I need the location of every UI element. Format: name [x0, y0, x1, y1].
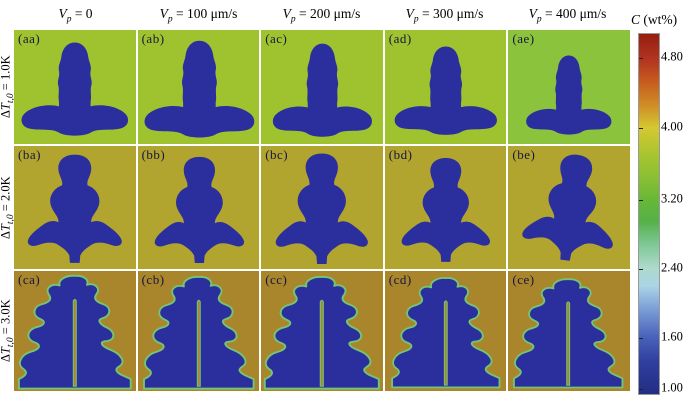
- row-label-1k-wrap: ΔTt,0 = 1.0K: [0, 30, 16, 144]
- panel-label-ba: (ba): [18, 147, 41, 162]
- dendrite-shape-ae: [526, 55, 612, 135]
- panel-label-bd: (bd): [388, 147, 413, 162]
- colorbar-tick: [639, 127, 643, 129]
- dendrite-shape-ce: [513, 278, 624, 389]
- panel-label-cd: (cd): [388, 272, 412, 287]
- column-header-vp400: Vp = 400 μm/s: [528, 6, 607, 25]
- panel-bb: (bb): [137, 146, 260, 269]
- panel-ac: (ac): [261, 30, 383, 144]
- panel-ce: (ce): [508, 271, 630, 391]
- panel-aa: (aa): [14, 30, 136, 144]
- colorbar-label-160: 1.60: [661, 329, 683, 344]
- dendrite-shape-aa: [21, 42, 129, 136]
- panel-bd: (bd): [384, 146, 507, 269]
- panel-label-ae: (ae): [512, 31, 535, 46]
- panel-label-ac: (ac): [265, 31, 288, 46]
- colorbar-label-320: 3.20: [661, 191, 683, 206]
- column-header-vp300: Vp = 300 μm/s: [405, 6, 484, 25]
- column-header-vp200: Vp = 200 μm/s: [282, 6, 361, 25]
- panel-cd: (cd): [384, 271, 507, 391]
- dendrite-shape-bd: [401, 157, 490, 262]
- colorbar-tick: [639, 337, 643, 339]
- colorbar-labels: 4.80 4.00 3.20 2.40 1.60 1.00: [661, 33, 686, 395]
- colorbar-tick: [639, 269, 643, 271]
- panel-cb: (cb): [137, 271, 260, 391]
- panel-label-ab: (ab): [141, 31, 165, 46]
- panel-label-bc: (bc): [265, 147, 289, 162]
- panel-label-ad: (ad): [388, 31, 412, 46]
- column-header-vp100: Vp = 100 μm/s: [159, 6, 238, 25]
- colorbar-tick: [639, 58, 643, 60]
- panel-grid: (aa) (ab) (ac) (ad) (ae) (ba) (bb): [14, 30, 630, 391]
- panel-ba: (ba): [14, 146, 136, 269]
- dendrite-shape-cc: [263, 275, 381, 390]
- colorbar-label-400: 4.00: [661, 119, 683, 134]
- panel-label-be: (be): [512, 147, 536, 162]
- panel-ad: (ad): [384, 30, 507, 144]
- dendrite-shape-ba: [27, 154, 122, 263]
- panel-label-cc: (cc): [265, 272, 288, 287]
- dendrite-shape-bb: [154, 156, 244, 263]
- panel-label-bb: (bb): [141, 147, 166, 162]
- dendrite-shape-be: [522, 154, 614, 261]
- panel-label-ce: (ce): [512, 272, 535, 287]
- panel-label-aa: (aa): [18, 31, 41, 46]
- column-header-vp0: Vp = 0: [58, 6, 93, 25]
- colorbar-label-100: 1.00: [661, 380, 683, 395]
- panel-ab: (ab): [137, 30, 260, 144]
- colorbar-title: C (wt%): [631, 12, 678, 27]
- dendrite-shape-ca: [17, 274, 132, 390]
- dendrite-shape-ac: [273, 43, 373, 137]
- colorbar-label-240: 2.40: [661, 260, 683, 275]
- dendrite-shape-ab: [144, 40, 254, 138]
- dendrite-shape-cb: [142, 275, 255, 390]
- panel-be: (be): [508, 146, 630, 269]
- colorbar-tick: [639, 388, 643, 390]
- dendrite-shape-ad: [394, 46, 497, 135]
- panel-cc: (cc): [261, 271, 383, 391]
- panel-label-cb: (cb): [141, 272, 165, 287]
- panel-label-ca: (ca): [18, 272, 41, 287]
- colorbar: [638, 33, 660, 395]
- row-label-2k-wrap: ΔTt,0 = 2.0K: [0, 146, 16, 269]
- panel-ca: (ca): [14, 271, 136, 391]
- panel-ae: (ae): [508, 30, 630, 144]
- colorbar-label-480: 4.80: [661, 49, 683, 64]
- dendrite-shape-cd: [390, 277, 501, 389]
- row-label-3k-wrap: ΔTt,0 = 3.0K: [0, 271, 16, 391]
- colorbar-tick: [639, 199, 643, 201]
- dendrite-shape-bc: [275, 153, 369, 264]
- panel-bc: (bc): [261, 146, 383, 269]
